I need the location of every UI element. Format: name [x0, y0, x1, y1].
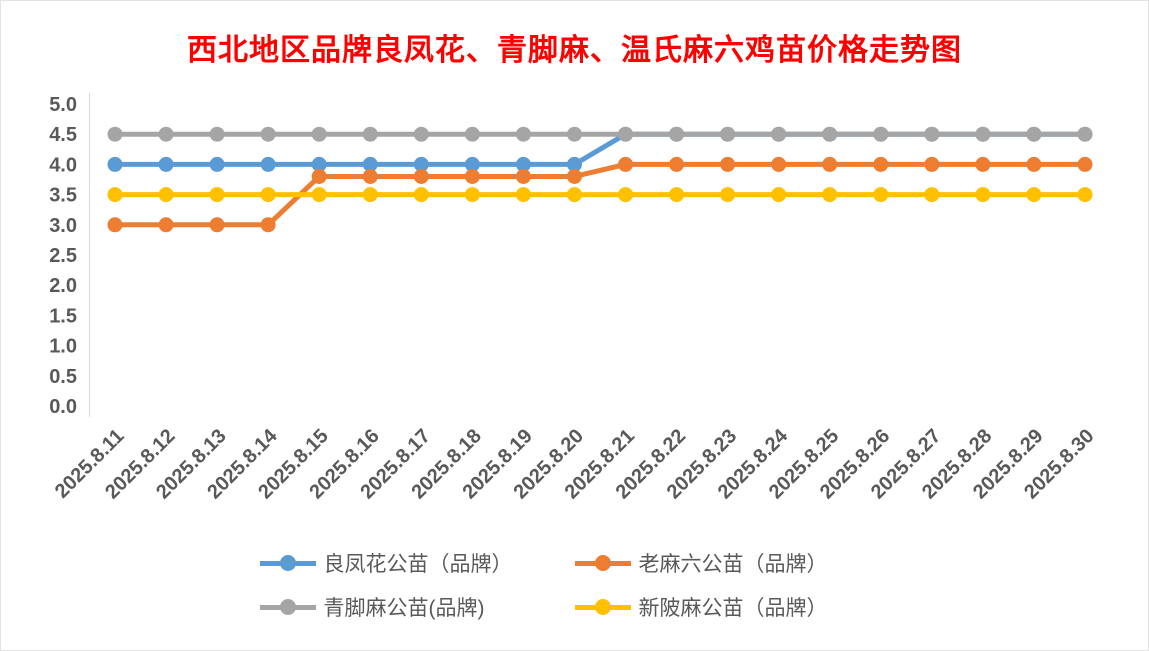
- data-point: [464, 156, 480, 172]
- data-point: [209, 126, 225, 142]
- y-tick-label: 5.0: [49, 94, 77, 116]
- price-trend-line-chart: 5.04.54.03.53.02.52.01.51.00.50.02025.8.…: [49, 93, 1099, 503]
- legend-marker-icon: [574, 554, 631, 572]
- data-point: [107, 187, 123, 203]
- legend-item: 新陂麻公苗（品牌）: [574, 593, 890, 621]
- legend-label: 青脚麻公苗(品牌): [323, 597, 485, 620]
- data-point: [260, 156, 276, 172]
- data-point: [362, 126, 378, 142]
- data-point: [158, 187, 174, 203]
- data-point: [1077, 156, 1093, 172]
- chart-legend: 良凤花公苗（品牌） 老麻六公苗（品牌） 青脚麻公苗(品牌) 新陂麻公苗（品牌）: [1, 549, 1148, 621]
- y-tick-label: 3.0: [49, 215, 77, 237]
- y-tick-label: 0.0: [49, 396, 77, 418]
- data-point: [413, 156, 429, 172]
- legend-label: 老麻六公苗（品牌）: [638, 553, 828, 576]
- data-point: [362, 187, 378, 203]
- y-tick-label: 0.5: [49, 366, 77, 388]
- data-point: [311, 126, 327, 142]
- data-point: [873, 126, 889, 142]
- legend-marker-icon: [259, 554, 316, 572]
- data-point: [413, 126, 429, 142]
- data-point: [158, 126, 174, 142]
- data-point: [260, 126, 276, 142]
- data-point: [924, 187, 940, 203]
- data-point: [1026, 187, 1042, 203]
- y-tick-label: 2.0: [49, 275, 77, 297]
- data-point: [1077, 126, 1093, 142]
- data-point: [822, 126, 838, 142]
- data-point: [107, 217, 123, 233]
- data-point: [209, 156, 225, 172]
- data-point: [566, 126, 582, 142]
- data-point: [1077, 187, 1093, 203]
- data-point: [413, 168, 429, 184]
- data-point: [618, 126, 634, 142]
- data-point: [413, 187, 429, 203]
- data-point: [669, 156, 685, 172]
- data-point: [771, 156, 787, 172]
- chart-title: 西北地区品牌良凤花、青脚麻、温氏麻六鸡苗价格走势图: [187, 34, 962, 67]
- legend-item: 老麻六公苗（品牌）: [574, 549, 890, 577]
- data-point: [209, 217, 225, 233]
- y-tick-label: 3.5: [49, 185, 77, 207]
- data-point: [107, 126, 123, 142]
- data-point: [464, 187, 480, 203]
- data-point: [260, 217, 276, 233]
- data-point: [618, 187, 634, 203]
- legend-item: 青脚麻公苗(品牌): [259, 593, 575, 621]
- data-point: [566, 156, 582, 172]
- data-point: [515, 187, 531, 203]
- data-point: [1026, 156, 1042, 172]
- data-point: [362, 168, 378, 184]
- data-point: [362, 156, 378, 172]
- data-point: [873, 156, 889, 172]
- data-point: [566, 168, 582, 184]
- legend-label: 良凤花公苗（品牌）: [323, 553, 513, 576]
- data-point: [924, 156, 940, 172]
- data-point: [720, 126, 736, 142]
- data-point: [618, 156, 634, 172]
- legend-marker-icon: [574, 598, 631, 616]
- data-point: [975, 126, 991, 142]
- series-line: [112, 131, 1088, 167]
- data-point: [669, 126, 685, 142]
- data-point: [771, 126, 787, 142]
- data-point: [822, 187, 838, 203]
- y-tick-label: 2.5: [49, 245, 77, 267]
- data-point: [515, 156, 531, 172]
- data-point: [566, 187, 582, 203]
- data-point: [107, 156, 123, 172]
- data-point: [822, 156, 838, 172]
- data-point: [720, 187, 736, 203]
- legend-label: 新陂麻公苗（品牌）: [638, 597, 828, 620]
- data-point: [311, 187, 327, 203]
- legend-marker-icon: [259, 598, 316, 616]
- data-point: [1026, 126, 1042, 142]
- data-point: [975, 156, 991, 172]
- y-tick-label: 4.0: [49, 154, 77, 176]
- data-point: [669, 187, 685, 203]
- data-point: [209, 187, 225, 203]
- data-point: [464, 126, 480, 142]
- legend-item: 良凤花公苗（品牌）: [259, 549, 575, 577]
- data-point: [311, 168, 327, 184]
- data-point: [515, 126, 531, 142]
- data-point: [975, 187, 991, 203]
- data-point: [464, 168, 480, 184]
- data-point: [158, 156, 174, 172]
- y-tick-label: 1.0: [49, 336, 77, 358]
- data-point: [515, 168, 531, 184]
- data-point: [924, 126, 940, 142]
- y-tick-label: 4.5: [49, 124, 77, 146]
- data-point: [720, 156, 736, 172]
- data-point: [260, 187, 276, 203]
- data-point: [873, 187, 889, 203]
- y-tick-label: 1.5: [49, 305, 77, 327]
- data-point: [311, 156, 327, 172]
- series-line: [112, 161, 1088, 228]
- data-point: [158, 217, 174, 233]
- data-point: [771, 187, 787, 203]
